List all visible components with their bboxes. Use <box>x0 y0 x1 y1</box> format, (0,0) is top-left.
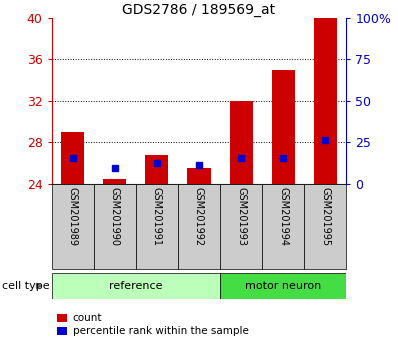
Bar <box>304 184 346 269</box>
Bar <box>187 169 211 184</box>
Bar <box>178 184 220 269</box>
Bar <box>271 70 295 184</box>
Bar <box>94 184 136 269</box>
Text: GSM201991: GSM201991 <box>152 187 162 246</box>
Bar <box>145 155 168 184</box>
Title: GDS2786 / 189569_at: GDS2786 / 189569_at <box>123 3 275 17</box>
Bar <box>220 184 262 269</box>
Bar <box>52 273 220 299</box>
Bar <box>52 184 94 269</box>
Text: motor neuron: motor neuron <box>245 281 321 291</box>
Text: GSM201990: GSM201990 <box>110 187 120 246</box>
Bar <box>262 184 304 269</box>
Bar <box>103 179 127 184</box>
Text: GSM201994: GSM201994 <box>278 187 288 246</box>
Text: GSM201992: GSM201992 <box>194 187 204 246</box>
Text: GSM201989: GSM201989 <box>68 187 78 246</box>
Text: GSM201995: GSM201995 <box>320 187 330 246</box>
Bar <box>230 101 253 184</box>
Bar <box>314 18 337 184</box>
Bar <box>61 132 84 184</box>
Text: GSM201993: GSM201993 <box>236 187 246 246</box>
Text: reference: reference <box>109 281 163 291</box>
Text: cell type: cell type <box>2 281 50 291</box>
Bar <box>136 184 178 269</box>
Bar <box>220 273 346 299</box>
Legend: count, percentile rank within the sample: count, percentile rank within the sample <box>57 313 248 336</box>
